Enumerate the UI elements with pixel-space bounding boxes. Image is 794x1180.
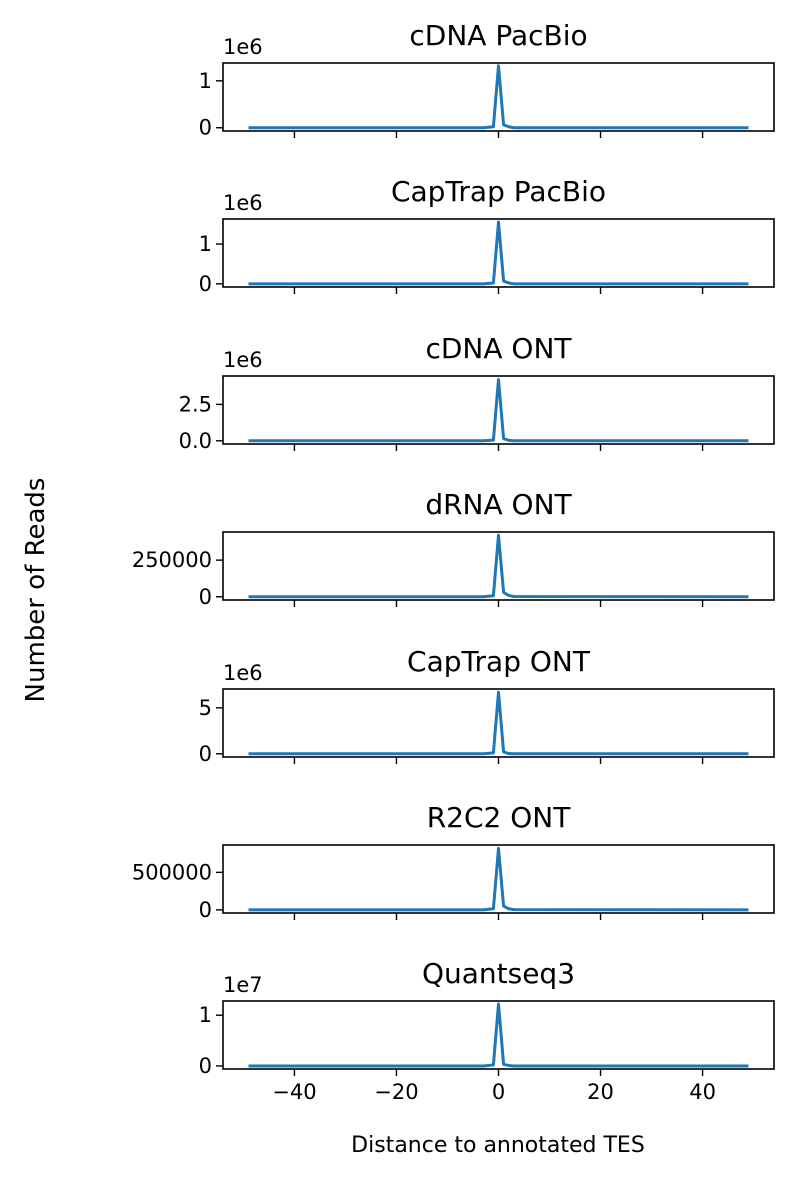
y-tick-label: 1 xyxy=(199,1003,212,1027)
panel-title: cDNA ONT xyxy=(425,332,572,365)
y-tick-label: 2.5 xyxy=(179,392,212,416)
x-tick-label: −20 xyxy=(374,1080,418,1104)
x-tick-label: 40 xyxy=(689,1080,716,1104)
y-tick-label: 500000 xyxy=(132,860,212,884)
x-tick-label: 20 xyxy=(587,1080,614,1104)
panel-title: CapTrap PacBio xyxy=(391,175,606,208)
x-tick-label: 0 xyxy=(492,1080,505,1104)
y-tick-label: 5 xyxy=(199,696,212,720)
series-line xyxy=(248,220,749,286)
panel-title: CapTrap ONT xyxy=(407,645,591,678)
series-line xyxy=(248,533,749,599)
panel-title: cDNA PacBio xyxy=(409,19,587,52)
y-tick-label: 1 xyxy=(199,232,212,256)
y-tick-label: 1 xyxy=(199,69,212,93)
x-tick-label: −40 xyxy=(272,1080,316,1104)
y-offset-text: 1e6 xyxy=(223,348,263,372)
y-tick-label: 250000 xyxy=(132,548,212,572)
series-line xyxy=(248,378,749,443)
series-line xyxy=(248,1002,749,1068)
x-axis-label: Distance to annotated TES xyxy=(351,1133,645,1158)
y-offset-text: 1e6 xyxy=(223,661,263,685)
panel-title: dRNA ONT xyxy=(425,488,572,521)
y-offset-text: 1e6 xyxy=(223,35,263,59)
y-offset-text: 1e6 xyxy=(223,191,263,215)
y-axis-label: Number of Reads xyxy=(21,478,51,703)
series-line xyxy=(248,846,749,912)
y-tick-label: 0 xyxy=(199,116,212,140)
y-tick-label: 0 xyxy=(199,742,212,766)
y-tick-label: 0 xyxy=(199,1054,212,1078)
y-tick-label: 0 xyxy=(199,272,212,296)
panel-title: R2C2 ONT xyxy=(427,801,572,834)
series-line xyxy=(248,64,749,130)
y-offset-text: 1e7 xyxy=(223,973,263,997)
series-line xyxy=(248,690,749,756)
y-tick-label: 0.0 xyxy=(179,429,212,453)
y-tick-label: 0 xyxy=(199,898,212,922)
y-tick-label: 0 xyxy=(199,585,212,609)
panel-title: Quantseq3 xyxy=(422,957,575,990)
